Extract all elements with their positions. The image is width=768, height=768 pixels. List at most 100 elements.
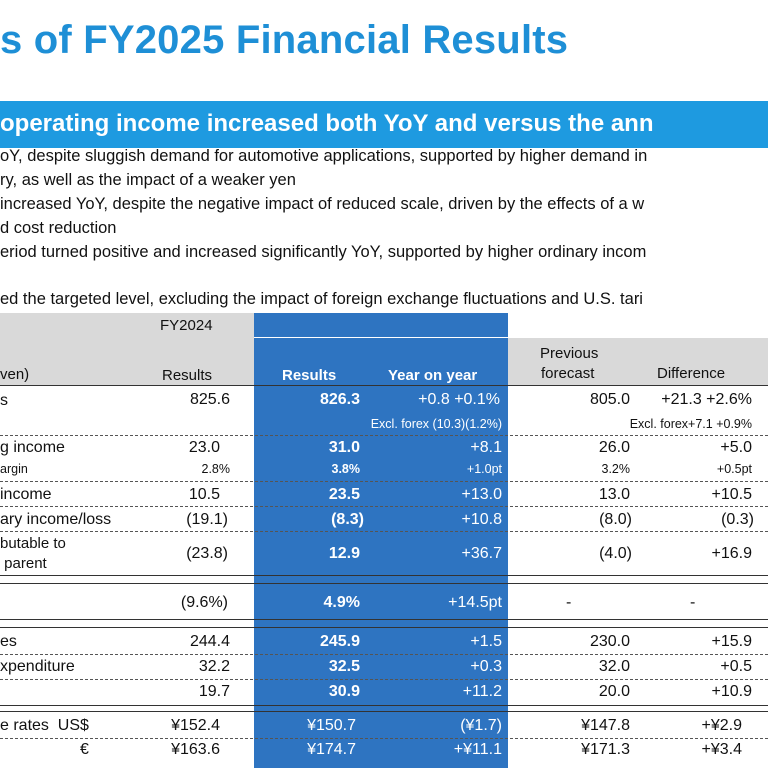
- cell-difference: +¥2.9: [701, 717, 742, 734]
- bullet-line-5: eriod turned positive and increased sign…: [0, 243, 647, 261]
- header-fy2024: FY2024: [160, 317, 213, 334]
- rule-4: [0, 531, 768, 532]
- headline-banner: [0, 101, 768, 148]
- cell-difference: +16.9: [711, 545, 752, 562]
- row-label-rd-expenditure: xpenditure: [0, 658, 75, 675]
- cell-fy2025: 30.9: [328, 683, 360, 700]
- cell-fy2025: 245.9: [319, 633, 360, 650]
- row-label-net-sales: s: [0, 392, 8, 409]
- cell-forecast: 20.0: [598, 683, 630, 700]
- cell-fy2025: ¥150.7: [307, 717, 356, 734]
- cell-difference: +10.5: [711, 486, 752, 503]
- cell-yoy: +0.3: [470, 658, 502, 675]
- bullet-line-4: d cost reduction: [0, 219, 117, 237]
- rule-10: [0, 679, 768, 680]
- cell-difference: +21.3 +2.6%: [661, 391, 752, 408]
- cell-forecast: ¥171.3: [581, 741, 630, 758]
- cell-fy2024: ¥163.6: [171, 741, 220, 758]
- cell-forecast: -: [566, 594, 572, 611]
- header-previous: Previous: [540, 345, 599, 362]
- header-fy2025: FY2025: [518, 317, 571, 334]
- cell-fy2024: 23.0: [188, 439, 220, 456]
- cell-fy2024: 244.4: [189, 633, 230, 650]
- header-forecast: forecast: [541, 365, 595, 382]
- header-yoy: Year on year: [388, 367, 478, 384]
- rule-12: [0, 711, 768, 712]
- cell-fy2024: 2.8%: [201, 462, 231, 476]
- cell-fy2025: 12.9: [328, 545, 360, 562]
- page-title: s of FY2025 Financial Results: [0, 18, 569, 62]
- fy2024-header-bg: [0, 313, 254, 385]
- fy2025-column-bg: [254, 313, 508, 768]
- cell-difference: +0.5: [720, 658, 752, 675]
- cell-forecast: (4.0): [599, 545, 632, 562]
- cell-yoy: +1.5: [470, 633, 502, 650]
- header-results-2025: Results: [282, 367, 337, 384]
- row-label-net-income-2: parent: [0, 555, 47, 572]
- rule-11: [0, 705, 768, 706]
- cell-fy2024: (23.8): [186, 545, 228, 562]
- row-label-capex: es: [0, 633, 17, 650]
- cell-yoy: (¥1.7): [460, 717, 502, 734]
- cell-fy2025: 31.0: [328, 439, 360, 456]
- cell-yoy: +11.2: [462, 683, 502, 700]
- bullet-line-3: increased YoY, despite the negative impa…: [0, 195, 645, 213]
- cell-difference: +10.9: [711, 683, 752, 700]
- cell-fy2024: ¥152.4: [171, 717, 220, 734]
- cell-forecast: 230.0: [589, 633, 630, 650]
- cell-forecast: 3.2%: [601, 462, 631, 476]
- cell-forecast: 26.0: [598, 439, 630, 456]
- rule-7: [0, 619, 768, 620]
- rule-6: [0, 583, 768, 584]
- cell-difference: +0.5pt: [716, 462, 752, 476]
- cell-yoy: +1.0pt: [466, 462, 502, 476]
- note-diff-forex: Excl. forex+7.1 +0.9%: [629, 417, 752, 431]
- cell-fy2024: 32.2: [198, 658, 230, 675]
- cell-yoy: +14.5pt: [448, 594, 502, 611]
- cell-yoy: +¥11.1: [453, 741, 502, 758]
- bullet-line-2: ry, as well as the impact of a weaker ye…: [0, 171, 296, 189]
- cell-forecast: 805.0: [589, 391, 630, 408]
- cell-fy2025: ¥174.7: [307, 741, 356, 758]
- headline-text: operating income increased both YoY and …: [0, 110, 654, 137]
- cell-fy2025: (8.3): [331, 511, 364, 528]
- row-label-extraordinary: ary income/loss: [0, 511, 112, 528]
- cell-difference: +¥3.4: [701, 741, 742, 758]
- row-label-operating-income: g income: [0, 439, 65, 456]
- cell-difference: +5.0: [720, 439, 752, 456]
- cell-fy2025: 32.5: [328, 658, 360, 675]
- cell-yoy: +36.7: [461, 545, 502, 562]
- rule-13: [0, 738, 768, 739]
- header-unit: ven): [0, 366, 30, 383]
- row-label-fx-eur: €: [80, 741, 89, 758]
- rule-2: [0, 481, 768, 482]
- cell-fy2024: 825.6: [189, 391, 230, 408]
- row-label-net-income-1: butable to: [0, 535, 66, 552]
- cell-fy2024: 19.7: [198, 683, 230, 700]
- cell-fy2024: (19.1): [186, 511, 228, 528]
- cell-difference: -: [690, 594, 696, 611]
- cell-yoy: +8.1: [470, 439, 502, 456]
- bullet-line-6: ed the targeted level, excluding the imp…: [0, 290, 643, 308]
- rule-header-bottom: [0, 385, 768, 386]
- cell-difference: +15.9: [711, 633, 752, 650]
- cell-fy2025: 4.9%: [323, 594, 360, 611]
- cell-fy2025: 3.8%: [331, 462, 361, 476]
- cell-forecast: ¥147.8: [581, 717, 630, 734]
- row-label-margin: argin: [0, 462, 28, 476]
- rule-1: [0, 435, 768, 436]
- row-label-ordinary-income: income: [0, 486, 52, 503]
- header-difference: Difference: [657, 365, 726, 382]
- row-label-fx-usd: e rates US$: [0, 717, 89, 734]
- rule-8: [0, 627, 768, 628]
- cell-forecast: (8.0): [599, 511, 632, 528]
- cell-yoy: +10.8: [461, 511, 502, 528]
- rule-9: [0, 654, 768, 655]
- header-divider: [254, 337, 768, 338]
- cell-difference: (0.3): [721, 511, 754, 528]
- cell-forecast: 32.0: [598, 658, 630, 675]
- cell-fy2025: 23.5: [328, 486, 360, 503]
- forecast-header-bg: [508, 337, 768, 385]
- cell-fy2024: (9.6%): [180, 594, 228, 611]
- rule-3: [0, 506, 768, 507]
